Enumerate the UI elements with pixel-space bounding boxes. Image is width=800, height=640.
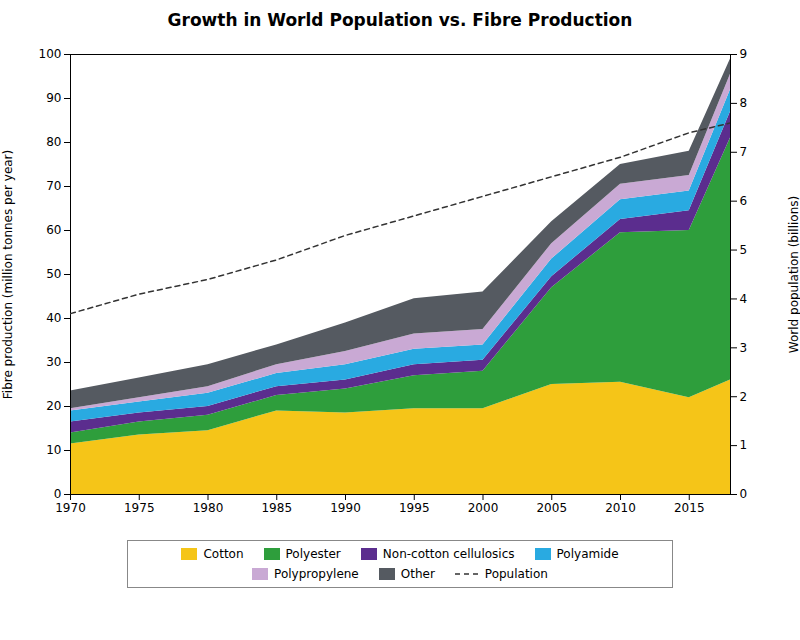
svg-text:2005: 2005 xyxy=(536,501,567,515)
html-text:Population: Population xyxy=(484,567,548,581)
svg-text:0: 0 xyxy=(740,487,748,501)
svg-text:2010: 2010 xyxy=(605,501,636,515)
svg-text:2: 2 xyxy=(740,390,748,404)
svg-text:World population (billions): World population (billions) xyxy=(787,196,800,353)
svg-text:1: 1 xyxy=(740,438,748,452)
svg-text:Fibre production (million tonn: Fibre production (million tonnes per yea… xyxy=(1,150,15,399)
html-text:Polypropylene: Polypropylene xyxy=(274,567,359,581)
svg-text:80: 80 xyxy=(46,135,61,149)
html-text:Polyester: Polyester xyxy=(285,547,341,561)
svg-text:30: 30 xyxy=(46,355,61,369)
svg-text:2000: 2000 xyxy=(468,501,499,515)
html-text:Cotton: Cotton xyxy=(203,547,244,561)
svg-text:1985: 1985 xyxy=(261,501,292,515)
html-text:Non-cotton cellulosics: Non-cotton cellulosics xyxy=(382,547,515,561)
svg-text:2015: 2015 xyxy=(674,501,705,515)
svg-text:1990: 1990 xyxy=(330,501,361,515)
svg-text:90: 90 xyxy=(46,91,61,105)
svg-text:20: 20 xyxy=(46,399,61,413)
svg-text:50: 50 xyxy=(46,267,61,281)
svg-text:9: 9 xyxy=(740,47,748,61)
svg-text:0: 0 xyxy=(54,487,62,501)
svg-text:70: 70 xyxy=(46,179,61,193)
svg-text:7: 7 xyxy=(740,145,748,159)
html-text:Growth in World Population vs.: Growth in World Population vs. Fibre Pro… xyxy=(167,10,633,30)
svg-text:8: 8 xyxy=(740,96,748,110)
svg-text:1980: 1980 xyxy=(193,501,224,515)
html-text:Other: Other xyxy=(400,567,435,581)
svg-text:1970: 1970 xyxy=(55,501,86,515)
svg-text:6: 6 xyxy=(740,194,748,208)
svg-text:5: 5 xyxy=(740,243,748,257)
svg-text:1975: 1975 xyxy=(124,501,155,515)
svg-text:40: 40 xyxy=(46,311,61,325)
svg-text:10: 10 xyxy=(46,443,61,457)
svg-text:3: 3 xyxy=(740,341,748,355)
svg-text:60: 60 xyxy=(46,223,61,237)
html-text:Polyamide: Polyamide xyxy=(556,547,619,561)
svg-text:100: 100 xyxy=(39,47,62,61)
svg-text:1995: 1995 xyxy=(399,501,430,515)
svg-text:4: 4 xyxy=(740,292,748,306)
